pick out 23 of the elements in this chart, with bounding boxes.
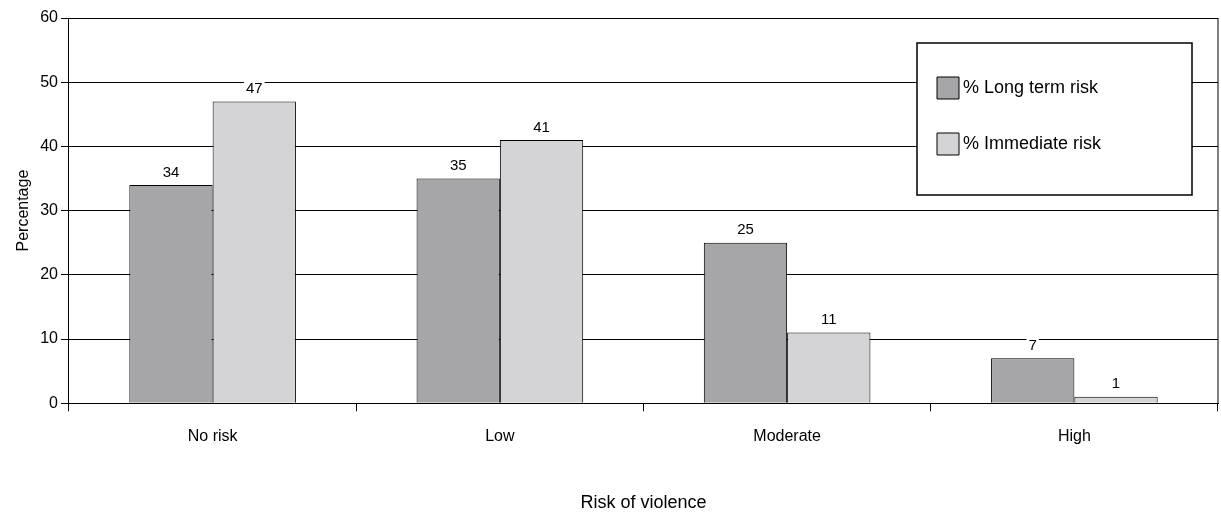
y-axis-title: Percentage bbox=[14, 169, 32, 252]
data-label: 34 bbox=[162, 162, 180, 180]
data-label: 7 bbox=[1028, 335, 1037, 353]
y-tick-label: 20 bbox=[40, 265, 59, 283]
x-tick-label: No risk bbox=[187, 427, 239, 445]
legend-label: % Immediate risk bbox=[963, 132, 1103, 153]
data-label: 35 bbox=[449, 156, 467, 174]
y-tick-label: 10 bbox=[40, 329, 59, 347]
data-label: 11 bbox=[820, 310, 837, 328]
x-tick-label: High bbox=[1057, 427, 1091, 445]
y-tick-label: 50 bbox=[40, 72, 59, 90]
x-tick-label: Moderate bbox=[753, 427, 822, 445]
y-tick-label: 60 bbox=[40, 8, 59, 26]
y-tick-label: 0 bbox=[49, 393, 59, 411]
x-axis-title: Risk of violence bbox=[580, 492, 707, 513]
data-label: 1 bbox=[1111, 374, 1121, 392]
legend-label: % Long term risk bbox=[963, 76, 1100, 97]
data-label: 41 bbox=[533, 117, 550, 135]
y-tick-label: 30 bbox=[40, 201, 59, 219]
x-tick-label: Low bbox=[485, 427, 515, 445]
y-tick-label: 40 bbox=[40, 136, 59, 154]
data-label: 25 bbox=[737, 220, 754, 238]
data-label: 47 bbox=[245, 79, 263, 97]
